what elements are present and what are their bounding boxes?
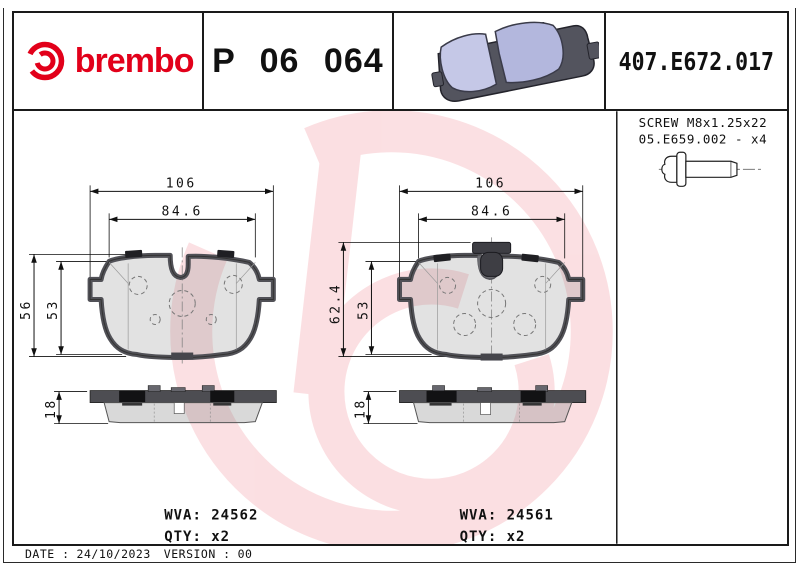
right-dim-height-outer [338, 241, 471, 357]
reference-number: 407.E672.017 [619, 46, 775, 76]
left-dim-height-inner [56, 261, 123, 355]
qty-label: QTY: [164, 529, 202, 544]
spring-clip [217, 249, 235, 258]
spring-clip [521, 253, 539, 263]
friction-side [412, 402, 573, 424]
brembo-logo-icon [25, 41, 65, 81]
pad-edge [89, 254, 274, 359]
dim-label: 53 [356, 299, 371, 320]
right-pad-drawing: 106 84.6 62.4 53 [328, 176, 587, 544]
right-dim-width-outer [399, 185, 584, 279]
spring-clip [125, 249, 143, 258]
dim-label: 53 [46, 299, 61, 320]
left-pad-drawing: 106 84.6 56 53 [19, 176, 277, 544]
right-ear-3d [586, 41, 599, 60]
left-dim-width-inner [108, 213, 256, 258]
reference-cell: 407.E672.017 [604, 13, 787, 109]
right-dim-width-inner [418, 213, 566, 259]
date-label: DATE : [25, 547, 70, 561]
revision-strip: DATE : 24/10/2023 VERSION : 00 [3, 546, 796, 562]
title-block: brembo P 06 064 [14, 13, 787, 111]
dim-label: 106 [166, 176, 197, 191]
left-pad-side-view: 18 [44, 385, 277, 425]
left-dim-width-outer [89, 185, 274, 279]
dim-label: 18 [44, 398, 59, 419]
backplate-side [89, 390, 277, 403]
wva-label: WVA: [460, 508, 498, 524]
version-label: VERSION : [163, 547, 231, 561]
bottom-tab [480, 353, 503, 361]
bottom-tab [171, 352, 194, 360]
right-pad-side-view: 18 [353, 385, 587, 425]
left-ear-3d [431, 71, 444, 88]
spring-clip [433, 253, 451, 263]
qty-label: QTY: [460, 529, 498, 544]
wva-label: WVA: [164, 508, 202, 524]
friction-lobe-right [494, 21, 564, 84]
dim-label: 106 [475, 176, 506, 191]
wear-indicator-tab [472, 241, 512, 254]
hole-circles [439, 275, 552, 337]
qty-value: x2 [211, 529, 230, 544]
brake-pad-3d-image [431, 21, 599, 102]
dim-label: 84.6 [471, 204, 512, 219]
wear-slot [480, 402, 491, 415]
margin-rule-right [795, 8, 796, 563]
wva-value: 24561 [507, 508, 554, 524]
screw-drawing [658, 151, 763, 187]
friction-lobe-left [439, 33, 498, 93]
screw-spec-line2: 05.E659.002 - x4 [639, 131, 767, 146]
screw-spec: SCREW M8x1.25x22 05.E659.002 - x4 [639, 115, 767, 187]
drawing-area: SCREW M8x1.25x22 05.E659.002 - x4 [14, 111, 787, 544]
part-number-cell: P 06 064 [202, 13, 391, 109]
drawing-frame: brembo P 06 064 [12, 11, 789, 546]
left-pad-rear-view [87, 247, 276, 364]
margin-rule-bottom [3, 562, 796, 563]
date-value: 24/10/2023 [76, 547, 151, 561]
wear-indicator-stem [480, 251, 504, 277]
wva-value: 24562 [211, 508, 258, 524]
dim-label: 62.4 [328, 283, 343, 324]
version-value: 00 [237, 547, 253, 561]
right-pad-rear-view [396, 237, 586, 364]
product-render-cell [391, 13, 605, 109]
wear-slot [173, 402, 185, 414]
screw-spec-line1: SCREW M8x1.25x22 [639, 115, 767, 130]
dim-label: 84.6 [162, 204, 203, 219]
right-dim-thickness [363, 391, 418, 425]
part-number: P 06 064 [212, 41, 384, 80]
qty-value: x2 [507, 529, 526, 544]
dim-label: 56 [19, 299, 34, 320]
dim-label: 18 [353, 398, 368, 419]
right-dim-height-inner [365, 261, 432, 355]
technical-drawing: SCREW M8x1.25x22 05.E659.002 - x4 [19, 111, 767, 544]
margin-rule-left [3, 8, 4, 563]
brand-cell: brembo [14, 13, 202, 109]
left-dim-thickness [54, 391, 109, 425]
brand-wordmark: brembo [74, 41, 195, 80]
